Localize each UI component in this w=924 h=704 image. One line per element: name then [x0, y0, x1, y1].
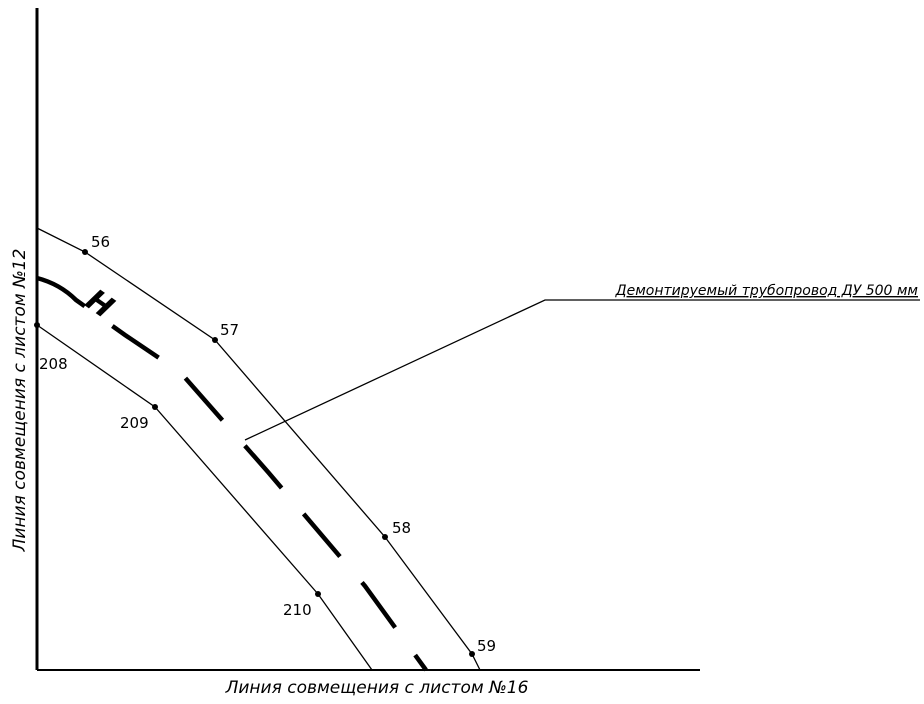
bottom-match-line-caption: Линия совмещения с листом №16 [225, 678, 529, 698]
point-59-marker [469, 651, 475, 657]
point-209-marker [152, 404, 158, 410]
point-59-label: 59 [477, 637, 496, 655]
point-57-marker [212, 337, 218, 343]
point-210-marker [315, 591, 321, 597]
point-58-marker [382, 534, 388, 540]
lower-boundary-line [36, 324, 373, 671]
point-56-marker [82, 249, 88, 255]
point-209-label: 209 [120, 414, 149, 432]
point-57-label: 57 [220, 321, 239, 339]
leader-line [244, 299, 920, 441]
pipeline-dashed-line [36, 275, 428, 672]
point-208-label: 208 [39, 355, 68, 373]
point-208-marker [34, 322, 40, 328]
point-56-label: 56 [91, 233, 110, 251]
point-58-label: 58 [392, 519, 411, 537]
point-210-label: 210 [283, 601, 312, 619]
left-match-line-caption: Линия совмещения с листом №12 [10, 249, 30, 553]
pipeline-annotation: Демонтируемый трубопровод ДУ 500 мм [615, 283, 919, 299]
pipeline-code-marker: Н [79, 283, 120, 326]
